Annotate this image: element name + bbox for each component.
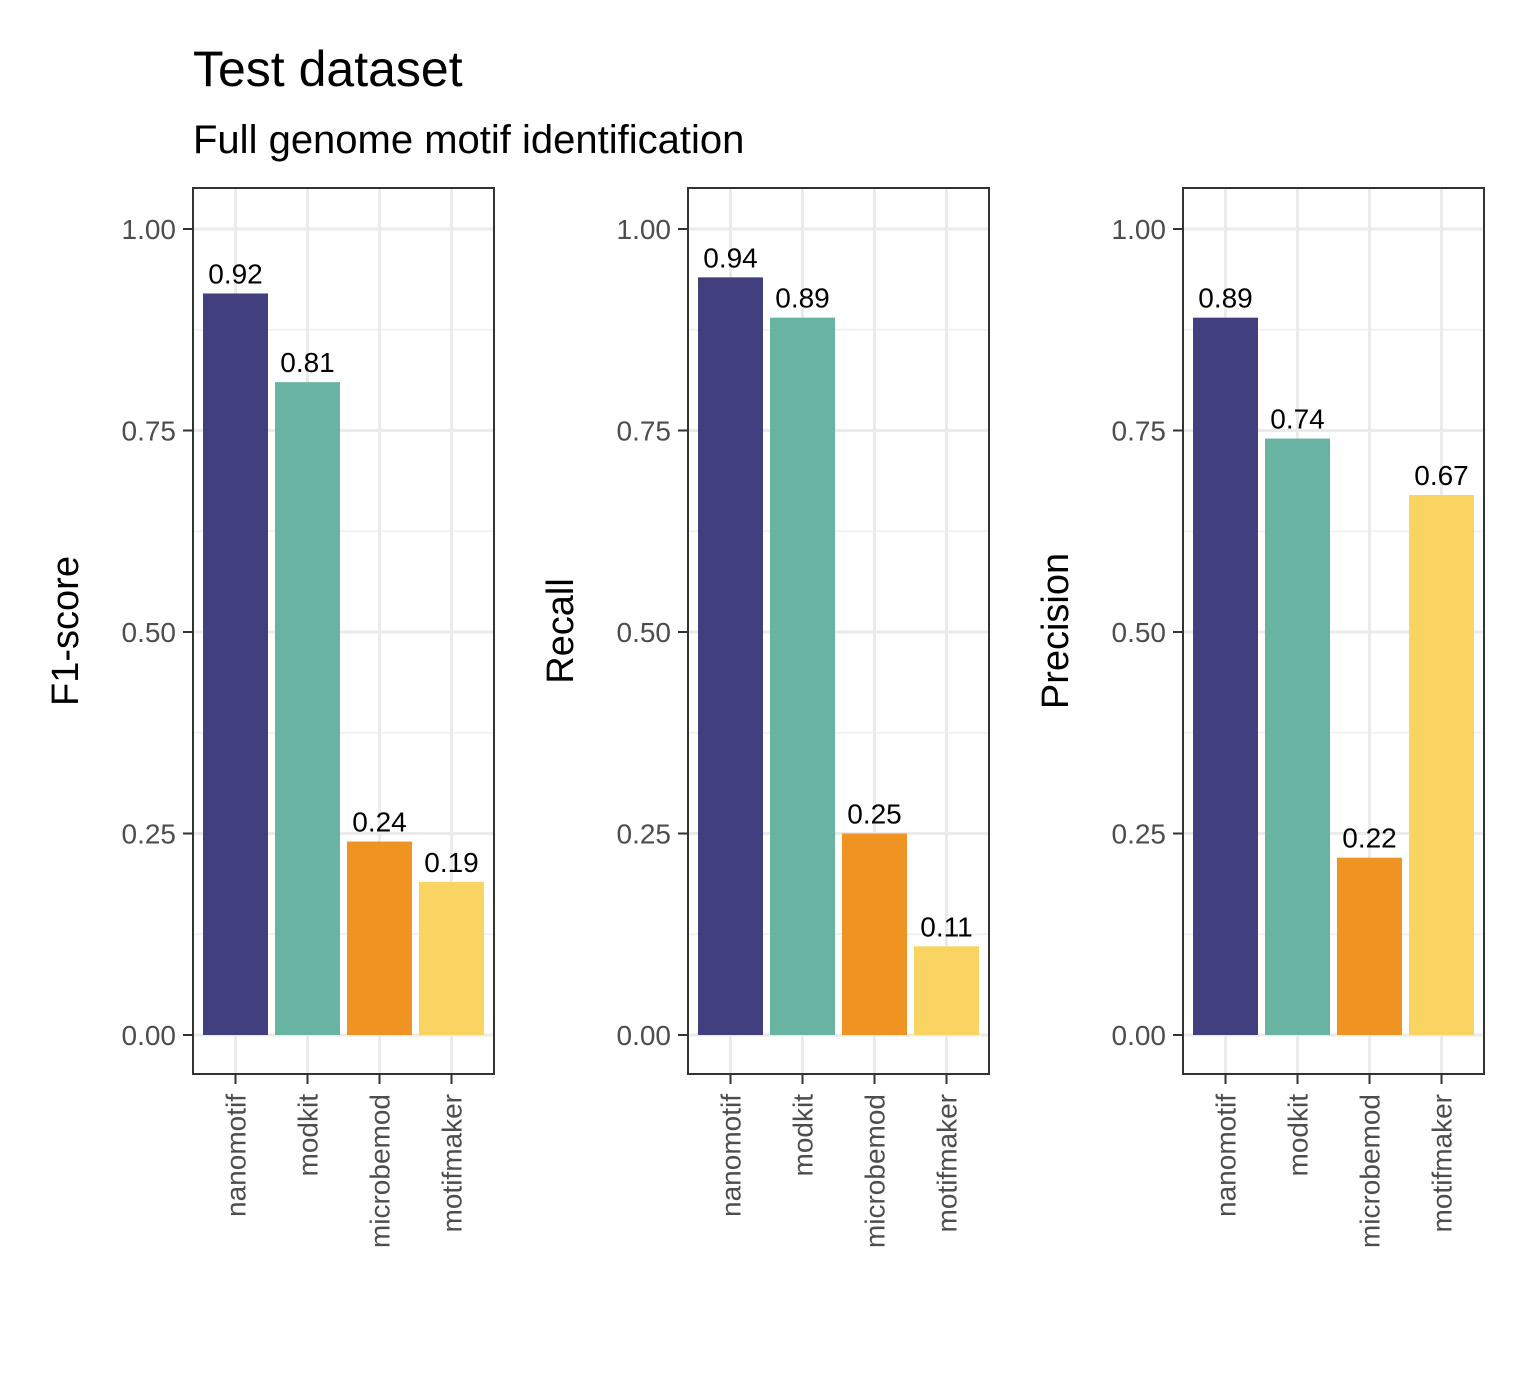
chart-panel-recall: 0.94 0.89 0.25 0.11 0.00 0.25 0.50 0.75 1.00 nano…: [540, 187, 990, 1248]
x-tick-label-nanomotif: nanomotif: [221, 1094, 252, 1217]
figure-title: Test dataset: [193, 41, 463, 97]
data-label-motifmaker: 0.11: [920, 911, 972, 942]
bar-motifmaker: [419, 881, 484, 1035]
bar-microbemod: [1337, 857, 1402, 1035]
y-tick-label: 0.50: [617, 617, 672, 648]
y-tick-label: 0.00: [617, 1020, 672, 1051]
x-tick-label-modkit: modkit: [788, 1094, 819, 1177]
bar-modkit: [1265, 438, 1330, 1035]
bar-nanomotif: [203, 293, 268, 1036]
bar-modkit: [275, 382, 340, 1035]
y-tick-label: 1.00: [122, 214, 177, 245]
y-tick-label: 0.25: [122, 819, 177, 850]
x-tick-label-motifmaker: motifmaker: [1427, 1094, 1458, 1232]
x-tick-label-nanomotif: nanomotif: [716, 1094, 747, 1217]
data-label-modkit: 0.74: [1270, 404, 1325, 435]
y-tick-label: 0.25: [617, 819, 672, 850]
y-tick-label: 0.75: [1112, 416, 1167, 447]
y-axis-title: Recall: [540, 578, 582, 684]
y-tick-label: 0.50: [1112, 617, 1167, 648]
y-tick-label: 0.50: [122, 617, 177, 648]
x-tick-label-motifmaker: motifmaker: [437, 1094, 468, 1232]
x-tick-label-microbemod: microbemod: [1355, 1094, 1386, 1248]
x-tick-label-microbemod: microbemod: [860, 1094, 891, 1248]
data-label-nanomotif: 0.92: [208, 258, 263, 289]
y-tick-label: 1.00: [617, 214, 672, 245]
data-label-microbemod: 0.24: [352, 807, 407, 838]
y-tick-label: 0.00: [122, 1020, 177, 1051]
x-tick-label-modkit: modkit: [293, 1094, 324, 1177]
bar-motifmaker: [1409, 494, 1474, 1036]
chart-panel-precision: 0.89 0.74 0.22 0.67 0.00 0.25 0.50 0.75 1.00 nano…: [1035, 187, 1485, 1248]
data-label-motifmaker: 0.67: [1414, 460, 1469, 491]
x-tick-label-motifmaker: motifmaker: [932, 1094, 963, 1232]
bar-motifmaker: [914, 946, 979, 1035]
y-tick-label: 0.25: [1112, 819, 1167, 850]
bar-nanomotif: [1193, 317, 1258, 1035]
data-label-nanomotif: 0.89: [1198, 283, 1253, 314]
data-label-nanomotif: 0.94: [703, 242, 758, 273]
bar-nanomotif: [698, 277, 763, 1035]
figure-subtitle: Full genome motif identification: [193, 118, 744, 162]
data-label-modkit: 0.89: [775, 283, 830, 314]
y-axis-title: Precision: [1035, 553, 1077, 709]
y-axis-title: F1-score: [45, 556, 87, 706]
bar-microbemod: [842, 833, 907, 1035]
x-tick-label-nanomotif: nanomotif: [1211, 1094, 1242, 1217]
chart-panel-f1-score: 0.92 0.81 0.24 0.19 0.00 0.25 0.50 0.75 1.00 nano…: [45, 187, 495, 1248]
data-label-modkit: 0.81: [280, 347, 335, 378]
y-tick-label: 0.75: [122, 416, 177, 447]
chart-panels: 0.92 0.81 0.24 0.19 0.00 0.25 0.50 0.75 1.00 nano…: [45, 187, 1485, 1248]
x-tick-label-modkit: modkit: [1283, 1094, 1314, 1177]
x-tick-label-microbemod: microbemod: [365, 1094, 396, 1248]
y-tick-label: 0.00: [1112, 1020, 1167, 1051]
data-label-motifmaker: 0.19: [424, 847, 479, 878]
y-tick-label: 1.00: [1112, 214, 1167, 245]
data-label-microbemod: 0.25: [847, 799, 902, 830]
data-label-microbemod: 0.22: [1342, 823, 1397, 854]
y-tick-label: 0.75: [617, 416, 672, 447]
bar-microbemod: [347, 841, 412, 1035]
bar-modkit: [770, 317, 835, 1035]
